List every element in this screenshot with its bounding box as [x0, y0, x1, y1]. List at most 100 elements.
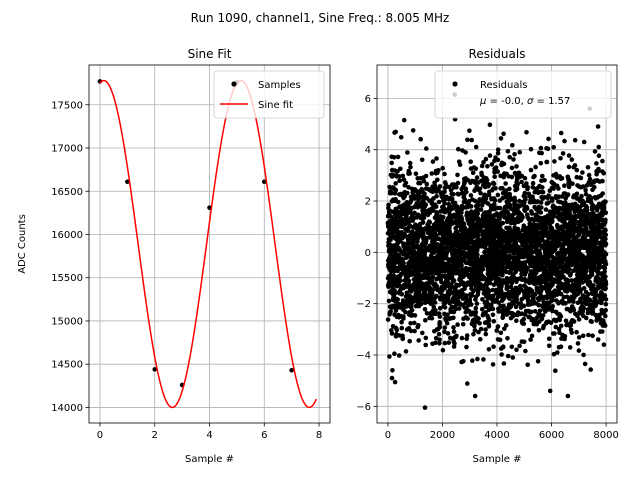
residual-point [457, 236, 462, 241]
residual-point [498, 272, 503, 277]
sine-fit-ylabel: ADC Counts [17, 214, 28, 274]
residual-point [570, 318, 575, 323]
residual-point [601, 321, 607, 326]
residual-point [583, 191, 589, 197]
residual-point [494, 278, 500, 283]
residual-point [488, 203, 494, 209]
residual-point [484, 177, 490, 183]
residual-point [471, 231, 477, 236]
residual-point [406, 185, 411, 190]
residual-point [599, 259, 605, 264]
residual-point [534, 287, 540, 293]
residual-point [586, 332, 591, 338]
residual-point [404, 271, 409, 276]
residual-point [533, 256, 539, 262]
residual-point [526, 293, 531, 299]
sample-point [289, 367, 294, 373]
residual-point [596, 153, 602, 158]
residual-point [573, 262, 579, 268]
sine-fit-ytick-label: 15000 [51, 316, 83, 327]
residual-point [398, 265, 404, 271]
sine-fit-xtick-label: 0 [97, 430, 103, 441]
residual-point [534, 315, 539, 321]
residual-point [586, 291, 591, 297]
residual-point [448, 196, 453, 201]
residual-point [406, 225, 412, 230]
legend-label-samples: Samples [258, 80, 301, 91]
residual-point [510, 143, 515, 148]
residuals-xtick-label: 6000 [539, 430, 564, 441]
residual-point [567, 345, 573, 350]
residual-point [504, 308, 510, 314]
residual-point [469, 137, 475, 143]
residual-point [589, 234, 595, 239]
residual-point [448, 188, 454, 193]
residual-point [546, 343, 552, 349]
residual-point [414, 273, 420, 278]
residual-point [566, 176, 571, 182]
residual-point [402, 278, 408, 283]
residual-point [424, 275, 430, 281]
residual-point [568, 323, 574, 328]
residual-point [594, 318, 599, 323]
residual-point [487, 249, 493, 255]
sine-fit-ytick-label: 17500 [51, 100, 83, 111]
residual-point [467, 308, 472, 314]
residual-point [420, 220, 426, 225]
residual-point [437, 341, 442, 346]
residual-point [468, 159, 474, 164]
residual-point [476, 316, 481, 321]
residual-point [470, 319, 476, 325]
residual-point [503, 194, 509, 200]
residual-point [394, 265, 400, 271]
residual-point [428, 312, 434, 317]
residual-point [393, 253, 398, 258]
residual-point [598, 290, 604, 295]
residual-point [562, 300, 568, 306]
residual-point [514, 186, 520, 192]
residual-point [525, 302, 531, 307]
residual-point [423, 318, 428, 323]
residual-point [411, 260, 417, 265]
sine-fit-ytick-label: 15500 [51, 273, 83, 284]
residual-point [434, 156, 439, 161]
residual-point [412, 320, 417, 326]
residual-point [428, 297, 434, 303]
residual-point [415, 205, 421, 210]
sine-fit-ticks: 0 2 4 6 814000145001500015500160001650017000… [51, 100, 322, 441]
residual-point [581, 139, 587, 145]
residual-point [551, 351, 557, 357]
sine-fit-xtick-label: 2 [152, 430, 158, 441]
sine-fit-xtick-label: 8 [316, 430, 322, 441]
residual-point [492, 174, 497, 180]
residual-point [580, 294, 585, 300]
residual-point [451, 262, 457, 267]
residual-point [533, 214, 539, 219]
residual-point [557, 317, 562, 323]
residual-point [396, 222, 401, 228]
residual-point [549, 226, 555, 231]
residual-point [429, 171, 435, 176]
residual-point [517, 198, 522, 204]
residual-point [442, 171, 447, 177]
residual-point [412, 210, 417, 216]
residual-point [553, 324, 559, 330]
residual-point [549, 280, 555, 286]
residual-point [558, 344, 564, 350]
residual-point [503, 323, 509, 328]
residual-point [456, 192, 462, 197]
residuals-ytick-label: −6 [356, 402, 371, 413]
residual-point [409, 256, 414, 261]
residual-point [475, 292, 481, 297]
residual-point [389, 331, 395, 336]
residual-point [496, 306, 501, 312]
residual-point [427, 285, 433, 291]
residual-point [504, 276, 510, 281]
residual-point [490, 287, 496, 293]
residual-point [484, 263, 490, 269]
residual-point [451, 309, 457, 315]
residual-point [603, 297, 609, 302]
residual-point [533, 275, 538, 280]
residual-point [397, 232, 403, 238]
